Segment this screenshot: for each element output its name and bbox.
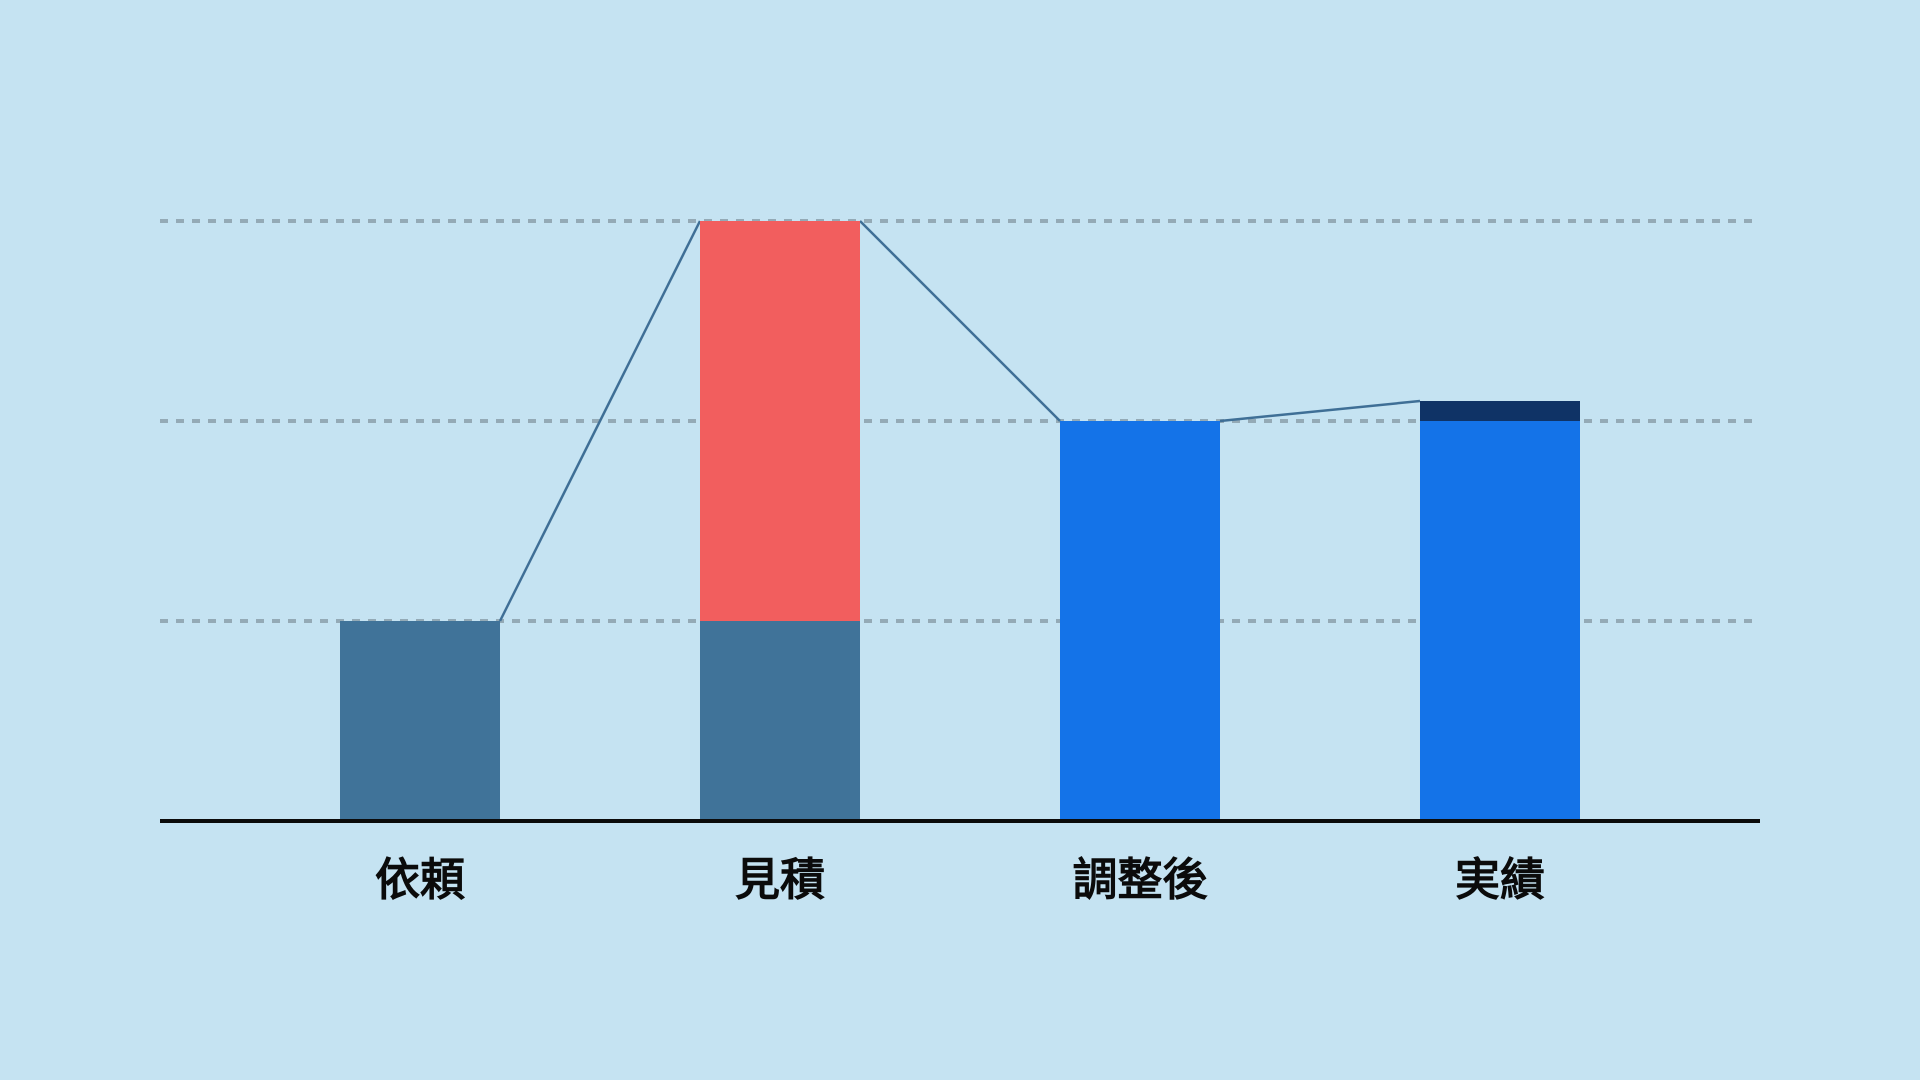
bar-3-segment-1	[1060, 421, 1220, 821]
bar-3	[1060, 421, 1220, 821]
category-label-3: 調整後	[1072, 853, 1208, 906]
connector-lines	[498, 220, 1421, 622]
bar-4	[1420, 401, 1580, 821]
category-labels: 依頼 見積 調整後 実績	[375, 853, 1545, 906]
bar-2-segment-2	[700, 221, 860, 621]
bar-1-segment-1	[340, 621, 500, 821]
connector-3	[1219, 399, 1421, 423]
category-label-1: 依頼	[375, 853, 466, 906]
connector-2	[859, 220, 1061, 422]
bars	[340, 221, 1580, 821]
bar-4-segment-1	[1420, 421, 1580, 821]
category-label-2: 見積	[735, 853, 825, 906]
category-label-4: 実績	[1455, 853, 1545, 906]
bar-4-segment-2	[1420, 401, 1580, 421]
bar-2	[700, 221, 860, 821]
connector-1	[498, 220, 702, 622]
bar-2-segment-1	[700, 621, 860, 821]
bar-1	[340, 621, 500, 821]
